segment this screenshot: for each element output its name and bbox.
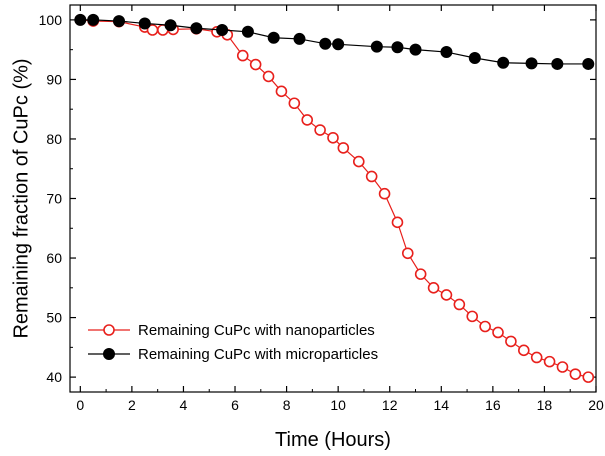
x-tick-label: 12 [382,397,398,413]
series-2 [74,13,595,70]
data-point [190,22,203,35]
y-tick-label: 80 [46,131,62,147]
data-point [543,355,556,368]
data-point [378,187,391,200]
legend-marker [103,324,115,336]
x-tick-label: 4 [180,397,188,413]
x-tick-label: 16 [485,397,501,413]
data-point [314,124,326,136]
x-tick-label: 14 [434,397,450,413]
data-point [293,32,306,45]
data-point [525,57,538,70]
data-point [492,326,504,339]
y-tick-label: 40 [46,369,62,385]
x-tick-label: 18 [537,397,553,413]
data-point [440,46,453,59]
y-tick-label: 60 [46,250,62,266]
data-point [466,310,479,323]
data-point [319,37,332,50]
y-tick-label: 100 [39,12,63,28]
x-tick-label: 10 [330,397,346,413]
data-point [479,320,491,333]
series-layer [74,13,595,383]
x-tick-label: 6 [231,397,239,413]
data-point [551,57,564,70]
data-point [365,170,378,183]
data-point [275,85,288,98]
x-tick-label: 2 [128,397,136,413]
data-point [505,335,517,348]
data-point [427,282,440,294]
x-tick-label: 0 [76,397,84,413]
x-tick-label: 8 [283,397,291,413]
data-point [440,289,453,301]
y-tick-label: 50 [46,310,62,326]
data-point [370,40,383,53]
data-point [352,155,365,168]
data-point [468,51,481,64]
x-axis-ticks: 0 2 4 6 8 10 12 14 16 18 20 [76,5,604,413]
data-point [267,31,280,44]
legend-label: Remaining CuPc with microparticles [138,346,378,363]
data-point [497,56,510,69]
data-point [249,58,262,71]
data-point [391,41,404,54]
y-tick-label: 70 [46,191,62,207]
data-point [409,43,422,56]
data-point [327,131,339,144]
data-point [262,70,275,83]
data-point [391,216,404,229]
legend: Remaining CuPc with nanoparticles Remaini… [88,322,378,363]
data-point [236,49,249,62]
data-point [401,247,414,260]
data-point [288,97,301,110]
data-point [87,13,100,26]
data-point [414,268,427,280]
data-point [332,38,345,51]
data-point [530,351,543,364]
data-point [569,368,582,380]
data-point [453,298,466,311]
legend-label: Remaining CuPc with nanoparticles [138,322,375,339]
legend-item-2: Remaining CuPc with microparticles [88,346,378,363]
data-point [74,13,87,26]
data-point [164,19,177,32]
legend-item-1: Remaining CuPc with nanoparticles [88,322,375,339]
data-point [241,25,254,38]
data-point [216,24,229,37]
data-point [112,15,125,28]
y-axis-label: Remaining fraction of CuPc (%) [10,58,32,338]
y-axis-ticks: 40 50 60 70 80 90 100 [39,12,596,385]
legend-marker [103,348,115,360]
data-point [582,57,595,70]
x-axis-label: Time (Hours) [275,429,391,451]
data-point [556,361,569,373]
y-tick-label: 90 [46,71,62,87]
data-point [518,344,530,357]
x-tick-label: 20 [588,397,604,413]
data-point [301,114,314,126]
data-point [337,142,350,154]
data-point [582,371,595,383]
data-point [138,17,151,30]
